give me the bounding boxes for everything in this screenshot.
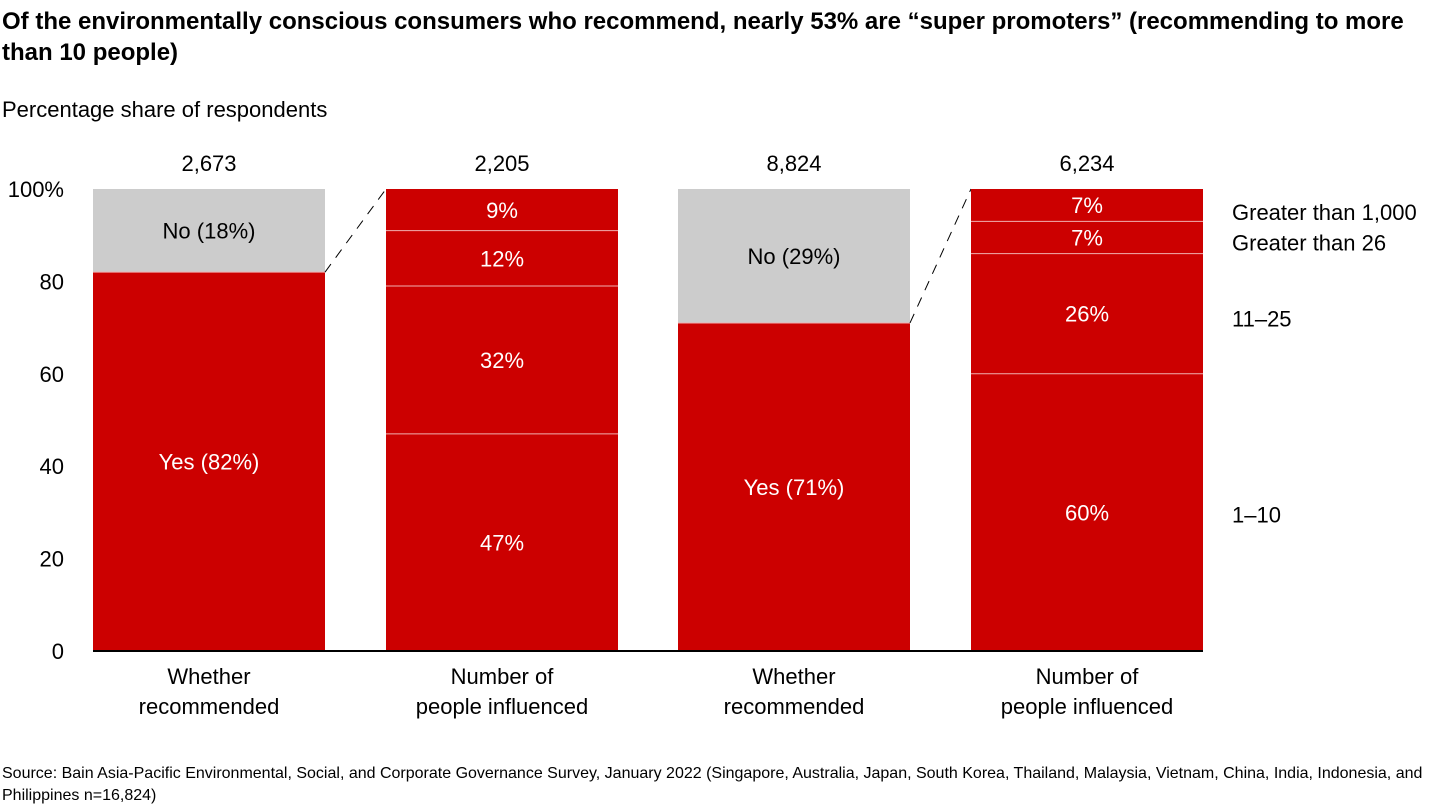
y-tick-label: 60	[40, 362, 64, 387]
segment-label: Yes (71%)	[744, 475, 845, 500]
segment-label: 12%	[480, 246, 524, 271]
x-tick-label-line2: recommended	[139, 694, 280, 719]
y-tick-label: 40	[40, 454, 64, 479]
y-axis-label: Percentage share of respondents	[2, 97, 328, 122]
y-tick-label: 0	[52, 639, 64, 664]
y-tick-label: 80	[40, 269, 64, 294]
segment-label: 60%	[1065, 500, 1109, 525]
bar-segment	[93, 272, 325, 651]
segment-label: 26%	[1065, 302, 1109, 327]
x-tick-label-line2: people influenced	[1001, 694, 1173, 719]
dashed-connector	[909, 188, 972, 324]
y-tick-label: 20	[40, 547, 64, 572]
segment-label: 47%	[480, 530, 524, 555]
x-tick-label-line1: Number of	[1036, 664, 1140, 689]
bar-segment	[678, 322, 910, 651]
segment-label: No (29%)	[748, 244, 841, 269]
bar-segment	[971, 189, 1203, 222]
source-note: Source: Bain Asia-Pacific Environmental,…	[2, 765, 1423, 804]
y-tick-label: 100%	[8, 177, 64, 202]
x-tick-label-line1: Whether	[752, 664, 835, 689]
segment-label: 7%	[1071, 193, 1103, 218]
dashed-connector	[324, 188, 387, 273]
segment-label: 9%	[486, 198, 518, 223]
segment-legend-label: Greater than 1,000	[1232, 200, 1417, 225]
segment-label: Yes (82%)	[159, 450, 260, 475]
bar-count-label: 8,824	[766, 151, 821, 176]
x-tick-label-line1: Whether	[167, 664, 250, 689]
bar-segment	[971, 221, 1203, 254]
bar-count-label: 6,234	[1059, 151, 1114, 176]
bar-segment	[386, 286, 618, 434]
chart-title: Of the environmentally conscious consume…	[2, 8, 1404, 66]
bar-segment	[678, 189, 910, 323]
x-tick-label-line1: Number of	[451, 664, 555, 689]
segment-legend-label: 1–10	[1232, 502, 1281, 527]
bar-segment	[971, 373, 1203, 651]
segment-label: 7%	[1071, 226, 1103, 251]
segment-label: No (18%)	[163, 219, 256, 244]
bar-count-label: 2,205	[474, 151, 529, 176]
bar-count-label: 2,673	[181, 151, 236, 176]
segment-legend-label: Greater than 26	[1232, 231, 1386, 256]
segment-label: 32%	[480, 348, 524, 373]
bar-segment	[386, 230, 618, 287]
bar-segment	[971, 253, 1203, 374]
x-tick-label-line2: recommended	[724, 694, 865, 719]
segment-legend-label: 11–25	[1232, 307, 1292, 332]
x-tick-label-line2: people influenced	[416, 694, 588, 719]
bar-segment	[93, 189, 325, 273]
bar-segment	[386, 433, 618, 651]
bar-segment	[386, 189, 618, 231]
